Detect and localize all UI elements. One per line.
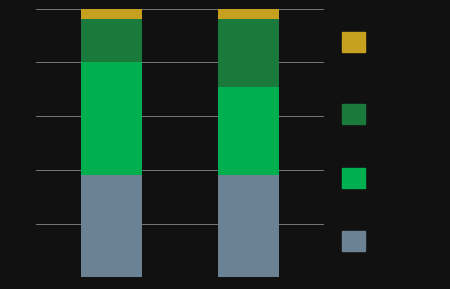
Bar	[81, 19, 142, 62]
Bar	[218, 87, 279, 175]
Bar	[81, 9, 142, 19]
Bar	[218, 19, 279, 87]
Bar	[218, 9, 279, 19]
Bar	[218, 175, 279, 277]
Bar	[81, 62, 142, 175]
Bar	[81, 175, 142, 277]
